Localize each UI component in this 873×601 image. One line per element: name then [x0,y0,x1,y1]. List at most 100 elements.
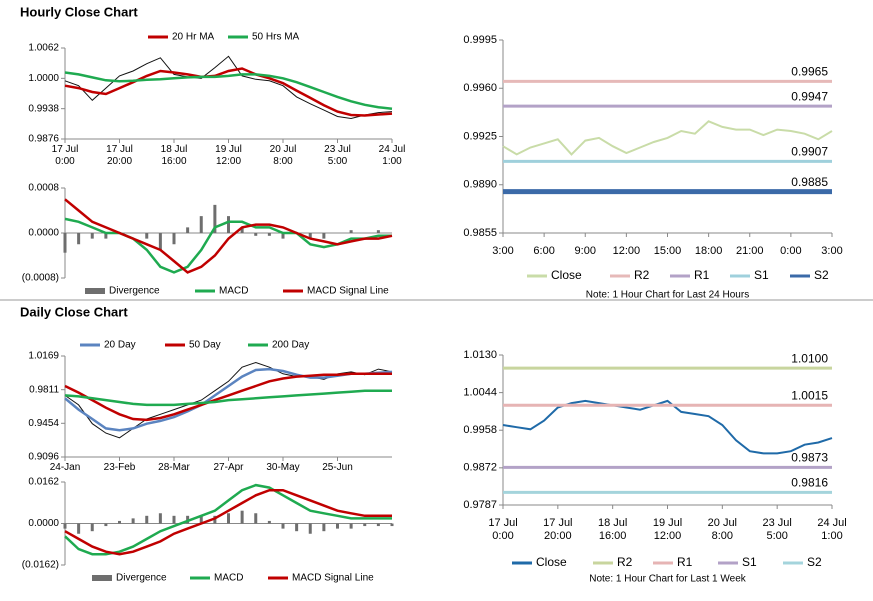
x-tick-label: 17 Jul 0:00 [51,144,79,167]
divergence-bar [267,233,271,236]
legend-label: Divergence [116,573,167,584]
section-title: Daily Close Chart [20,304,128,319]
divergence-bar [308,233,312,239]
y-tick-label: 0.9855 [463,227,497,239]
divergence-bar [322,233,326,239]
level-label: 1.0100 [791,351,828,365]
x-tick-label: 12:00 [612,245,641,257]
series-line [64,488,392,556]
legend-label: S2 [814,268,829,282]
divergence-bar [90,523,94,532]
divergence-bar [254,233,258,236]
divergence-bar [322,523,326,532]
series-line [502,399,833,455]
y-tick-label: 1.0130 [463,349,497,361]
legend-label: S2 [807,555,822,569]
divergence-bar [240,510,244,524]
legend-label: 20 Day [104,340,136,351]
divergence-bar [104,523,108,527]
divergence-bar [254,513,258,524]
legend-label: 200 Day [272,340,309,351]
legend-label: R1 [677,555,693,569]
level-label: 0.9965 [791,65,828,79]
x-tick-label: 23 Jul 5:00 [762,517,792,542]
legend-label: R1 [694,268,710,282]
y-tick-label: 0.9872 [463,462,497,474]
level-label: 0.9885 [791,175,828,189]
divergence-bar [376,230,380,233]
x-tick-label: 28-Mar [158,462,190,473]
divergence-bar [390,523,394,527]
x-tick-label: 23 Jul 5:00 [324,144,351,167]
x-tick-label: 25-Jun [322,462,353,473]
legend-swatch [85,288,105,294]
y-tick-label: 0.0162 [28,477,59,488]
series-line [64,483,392,556]
y-tick-label: 0.9938 [28,103,59,114]
level-label: 0.9873 [791,451,828,465]
divergence-bar [104,233,108,239]
x-tick-label: 30-May [266,462,300,473]
divergence-bar [77,523,81,534]
divergence-bar [118,520,121,524]
divergence-bar [295,523,299,532]
y-tick-label: 0.9876 [28,134,59,145]
divergence-bar [158,513,162,524]
divergence-bar [240,227,244,233]
x-tick-label: 18 Jul 16:00 [597,517,628,542]
y-tick-label: 0.9811 [29,384,59,395]
x-tick-label: 18:00 [694,245,723,257]
divergence-bar [63,523,67,529]
divergence-bar [281,233,285,239]
divergence-bar [363,523,367,527]
series-line [64,198,393,274]
y-tick-label: 1.0062 [28,43,59,54]
y-tick-label: (0.0162) [22,560,59,571]
y-tick-label: 0.9096 [28,452,59,463]
y-tick-label: (0.0008) [22,273,59,284]
divergence-bar [172,233,176,245]
series-line [64,55,393,120]
x-tick-label: 20 Jul 8:00 [707,517,738,542]
legend-label: MACD [214,573,243,584]
y-tick-label: 0.9995 [463,34,497,46]
divergence-bar [349,523,353,529]
legend-label: Close [551,268,582,282]
divergence-bar [213,204,217,233]
series-line [64,389,392,407]
divergence-bar [90,233,94,239]
x-tick-label: 17 Jul 20:00 [106,144,133,167]
y-tick-label: 0.0000 [28,228,59,239]
x-tick-label: 20 Jul 8:00 [269,144,297,167]
x-tick-label: 24 Jul 1:00 [378,144,406,167]
y-tick-label: 0.9454 [28,418,59,429]
divergence-bar [63,233,67,253]
legend-label: Divergence [109,286,160,297]
y-tick-label: 1.0044 [463,387,497,399]
legend-swatch [92,575,112,581]
y-tick-label: 1.0000 [28,73,59,84]
x-tick-label: 19 Jul 12:00 [215,144,242,167]
x-tick-label: 23-Feb [103,462,136,473]
note: Note: 1 Hour Chart for Last 1 Week [589,574,747,585]
legend-label: 50 Day [189,340,221,351]
divergence-bar [227,513,230,524]
x-tick-label: 27-Apr [213,462,244,473]
legend-label: 20 Hr MA [172,32,215,43]
level-label: 1.0015 [791,388,828,402]
divergence-bar [308,523,312,534]
divergence-bar [145,233,149,239]
legend-label: S1 [742,555,757,569]
y-tick-label: 1.0169 [28,351,59,362]
y-tick-label: 0.9925 [463,130,497,142]
x-tick-label: 3:00 [821,245,843,257]
y-tick-label: 0.9960 [463,82,497,94]
x-tick-label: 17 Jul 0:00 [488,517,518,542]
level-label: 0.9907 [791,144,828,158]
x-tick-label: 6:00 [533,245,555,257]
x-tick-label: 15:00 [653,245,682,257]
y-tick-label: 0.9787 [463,499,497,511]
x-tick-label: 24 Jul 1:00 [817,517,847,542]
divergence-bar [199,515,203,524]
